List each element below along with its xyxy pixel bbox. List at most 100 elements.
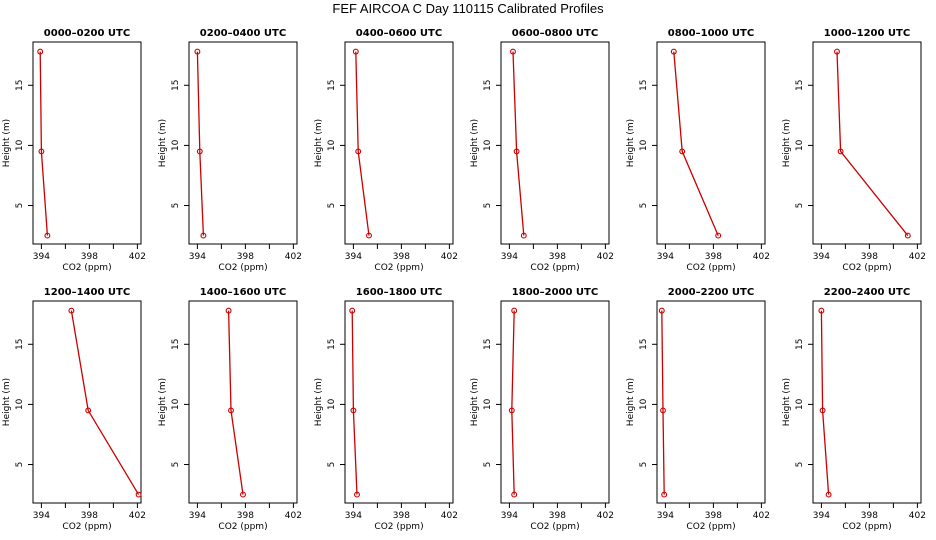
profile-panel: 0800–1000 UTC 394 398 402 5 10 15 CO2 (ppm) Heig…	[626, 28, 770, 273]
x-tick-label: 402	[441, 252, 458, 262]
y-tick-label: 10	[795, 398, 805, 410]
y-tick-label: 5	[639, 462, 649, 468]
x-tick-label: 398	[237, 252, 254, 262]
panel-title: 1600–1800 UTC	[356, 287, 442, 298]
profile-panel: 0200–0400 UTC 394 398 402 5 10 15 CO2 (ppm) Heig…	[158, 28, 302, 273]
y-axis-label: Height (m)	[782, 378, 792, 426]
x-axis-label: CO2 (ppm)	[842, 522, 891, 532]
x-axis-label: CO2 (ppm)	[62, 263, 111, 273]
y-axis-label: Height (m)	[626, 119, 636, 167]
profile-line	[351, 310, 358, 495]
data-point	[837, 148, 844, 155]
y-tick-label: 5	[15, 203, 25, 209]
x-tick-label: 394	[33, 511, 50, 521]
profile-line	[673, 51, 719, 236]
data-point	[200, 232, 207, 239]
profile-line	[39, 51, 49, 236]
y-tick-label: 15	[171, 80, 181, 91]
data-point	[196, 148, 203, 155]
y-tick-label: 5	[15, 462, 25, 468]
profile-line	[511, 310, 515, 495]
data-point	[825, 491, 832, 498]
profile-line	[227, 310, 244, 495]
profile-panel: 0000–0200 UTC 394 398 402 5 10 15 CO2 (ppm) Heig…	[2, 28, 146, 273]
y-tick-label: 5	[795, 462, 805, 468]
y-tick-label: 15	[483, 339, 493, 350]
data-point	[661, 491, 668, 498]
y-tick-label: 5	[327, 203, 337, 209]
y-axis-label: Height (m)	[470, 378, 480, 426]
plot-frame	[812, 300, 922, 504]
figure-title: FEF AIRCOA C Day 110115 Calibrated Profi…	[332, 1, 604, 16]
data-point	[350, 407, 357, 414]
data-point	[508, 407, 515, 414]
y-tick-label: 10	[639, 398, 649, 410]
y-axis-label: Height (m)	[2, 378, 12, 426]
x-tick-label: 402	[909, 252, 926, 262]
y-axis-label: Height (m)	[158, 378, 168, 426]
y-axis-label: Height (m)	[314, 119, 324, 167]
y-tick-label: 15	[171, 339, 181, 350]
panel-title: 1000–1200 UTC	[824, 28, 910, 39]
y-tick-label: 5	[171, 203, 181, 209]
data-point	[511, 491, 518, 498]
profile-line	[836, 51, 909, 236]
data-point	[68, 307, 75, 314]
profile-panel: 1200–1400 UTC 394 398 402 5 10 15 CO2 (ppm) Heig…	[2, 287, 146, 532]
data-point	[670, 48, 677, 55]
data-point	[85, 407, 92, 414]
y-tick-label: 15	[15, 80, 25, 91]
profile-panel: 1400–1600 UTC 394 398 402 5 10 15 CO2 (ppm) Heig…	[158, 287, 302, 532]
plot-frame	[500, 41, 610, 245]
y-axis-label: Height (m)	[158, 119, 168, 167]
data-point	[819, 407, 826, 414]
x-tick-label: 394	[657, 511, 674, 521]
x-tick-label: 402	[129, 252, 146, 262]
x-axis-label: CO2 (ppm)	[374, 263, 423, 273]
x-tick-label: 394	[813, 511, 830, 521]
x-tick-label: 394	[189, 511, 206, 521]
y-tick-label: 10	[483, 398, 493, 410]
x-tick-label: 398	[549, 252, 566, 262]
x-tick-label: 394	[33, 252, 50, 262]
y-tick-label: 5	[795, 203, 805, 209]
plot-frame	[32, 41, 142, 245]
panel-title: 2200–2400 UTC	[824, 287, 910, 298]
x-tick-label: 402	[753, 511, 770, 521]
data-point	[352, 48, 359, 55]
data-point	[355, 148, 362, 155]
profile-line	[70, 310, 140, 495]
y-tick-label: 15	[327, 339, 337, 350]
x-tick-label: 402	[285, 511, 302, 521]
x-axis-label: CO2 (ppm)	[530, 263, 579, 273]
data-point	[818, 307, 825, 314]
x-tick-label: 398	[393, 511, 410, 521]
panel-title: 1400–1600 UTC	[200, 287, 286, 298]
data-point	[354, 491, 360, 498]
x-tick-label: 398	[705, 511, 722, 521]
y-tick-label: 10	[171, 139, 181, 151]
y-tick-label: 15	[15, 339, 25, 350]
x-tick-label: 398	[549, 511, 566, 521]
panel-title: 1800–2000 UTC	[512, 287, 598, 298]
x-axis-label: CO2 (ppm)	[218, 522, 267, 532]
data-point	[510, 48, 516, 55]
data-point	[904, 232, 911, 239]
y-tick-label: 5	[483, 203, 493, 209]
y-axis-label: Height (m)	[2, 119, 12, 167]
y-tick-label: 15	[327, 80, 337, 91]
x-axis-label: CO2 (ppm)	[530, 522, 579, 532]
data-point	[513, 148, 520, 155]
y-tick-label: 5	[483, 462, 493, 468]
data-point	[44, 232, 51, 239]
profile-panel: 0400–0600 UTC 394 398 402 5 10 15 CO2 (ppm) Heig…	[314, 28, 458, 273]
x-tick-label: 398	[81, 252, 98, 262]
y-tick-label: 15	[639, 80, 649, 91]
panel-title: 1200–1400 UTC	[44, 287, 130, 298]
panel-title: 0200–0400 UTC	[200, 28, 286, 39]
data-point	[679, 148, 686, 155]
data-point	[228, 407, 234, 414]
y-tick-label: 10	[795, 139, 805, 151]
data-point	[658, 307, 665, 314]
data-point	[511, 307, 518, 314]
